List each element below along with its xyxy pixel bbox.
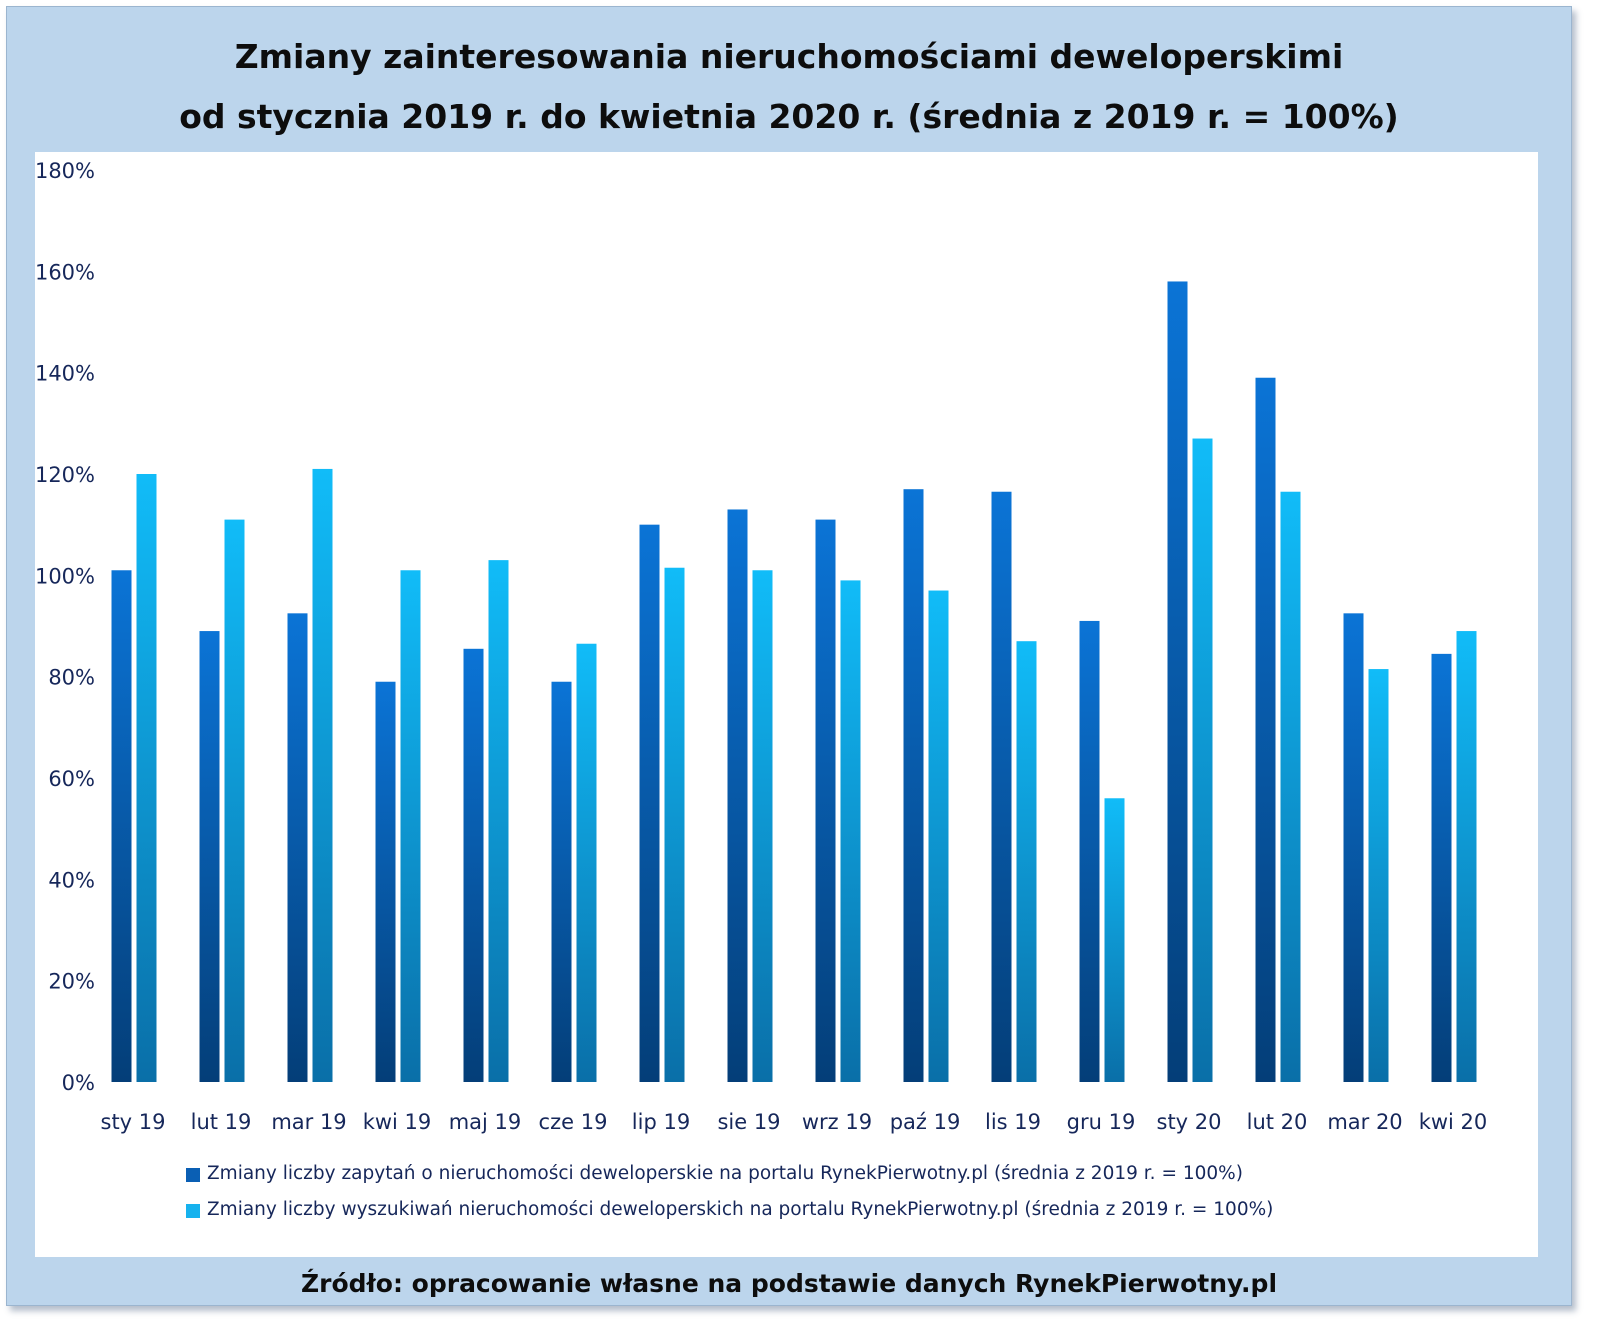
bars [111,281,1477,1082]
x-tick-label: kwi 19 [363,1110,432,1134]
x-tick-label: kwi 20 [1419,1110,1488,1134]
bar-inquiries [375,681,396,1082]
bar-searches [1456,631,1477,1082]
legend-label: Zmiany liczby wyszukiwań nieruchomości d… [207,1199,1273,1220]
bar-inquiries [1079,620,1100,1082]
bar-inquiries [199,631,220,1082]
bar-searches [752,570,773,1082]
legend-label: Zmiany liczby zapytań o nieruchomości de… [207,1163,1243,1184]
y-tick-label: 100% [35,564,95,588]
x-tick-label: sty 20 [1157,1110,1222,1134]
bar-searches [1368,669,1389,1082]
source-note: Źródło: opracowanie własne na podstawie … [300,1269,1278,1298]
x-tick-label: lut 19 [191,1110,252,1134]
bar-searches [136,474,157,1082]
bar-inquiries [727,509,748,1082]
bar-searches [664,567,685,1082]
y-tick-label: 60% [48,767,95,791]
bar-inquiries [463,648,484,1082]
y-tick-label: 0% [62,1071,95,1095]
chart-subtitle: od stycznia 2019 r. do kwietnia 2020 r. … [179,97,1399,136]
x-tick-label: lis 19 [985,1110,1041,1134]
legend-swatch [186,1168,200,1182]
bar-searches [488,560,509,1082]
x-tick-label: gru 19 [1067,1110,1136,1134]
bar-inquiries [1255,377,1276,1082]
bar-inquiries [991,491,1012,1082]
bar-inquiries [639,524,660,1082]
bar-searches [312,468,333,1082]
plot-area: 0% 20% 40% 60% 80% 100% 120% 140% 160% 180% sty 1… [35,152,1538,1257]
y-tick-label: 120% [35,463,95,487]
bar-searches [576,643,597,1082]
bar-inquiries [815,519,836,1082]
chart-frame: Zmiany zainteresowania nieruchomościami … [6,6,1572,1306]
bar-searches [1016,641,1037,1082]
bar-searches [400,570,421,1082]
bar-inquiries [551,681,572,1082]
x-tick-label: wrz 19 [802,1110,872,1134]
bar-searches [1280,491,1301,1082]
bar-searches [840,580,861,1082]
x-tick-label: maj 19 [449,1110,522,1134]
x-tick-label: lip 19 [632,1110,690,1134]
bar-searches [224,519,245,1082]
x-tick-label: paź 19 [890,1110,961,1134]
x-tick-label: sty 19 [101,1110,166,1134]
bar-inquiries [1343,613,1364,1082]
chart-title: Zmiany zainteresowania nieruchomościami … [234,37,1344,76]
y-tick-label: 80% [48,666,95,690]
bar-inquiries [903,489,924,1082]
bar-chart: 0% 20% 40% 60% 80% 100% 120% 140% 160% 180% sty 1… [35,159,1488,1220]
x-tick-label: cze 19 [539,1110,608,1134]
bar-inquiries [1431,653,1452,1082]
y-tick-label: 40% [48,868,95,892]
x-tick-label: mar 19 [271,1110,346,1134]
bar-inquiries [287,613,308,1082]
y-axis: 0% 20% 40% 60% 80% 100% 120% 140% 160% 180% [35,159,95,1095]
x-tick-label: mar 20 [1327,1110,1402,1134]
x-tick-label: sie 19 [717,1110,780,1134]
y-tick-label: 160% [35,260,95,284]
bar-inquiries [1167,281,1188,1082]
legend-swatch [186,1204,200,1218]
y-tick-label: 20% [48,970,95,994]
legend: Zmiany liczby zapytań o nieruchomości de… [186,1163,1273,1220]
bar-searches [1192,438,1213,1082]
y-tick-label: 140% [35,362,95,386]
bar-searches [1104,798,1125,1082]
x-axis: sty 19 lut 19 mar 19 kwi 19 maj 19 cze 19 lip … [101,1110,1488,1134]
x-tick-label: lut 20 [1247,1110,1308,1134]
y-tick-label: 180% [35,159,95,183]
bar-inquiries [111,570,132,1082]
bar-searches [928,590,949,1082]
